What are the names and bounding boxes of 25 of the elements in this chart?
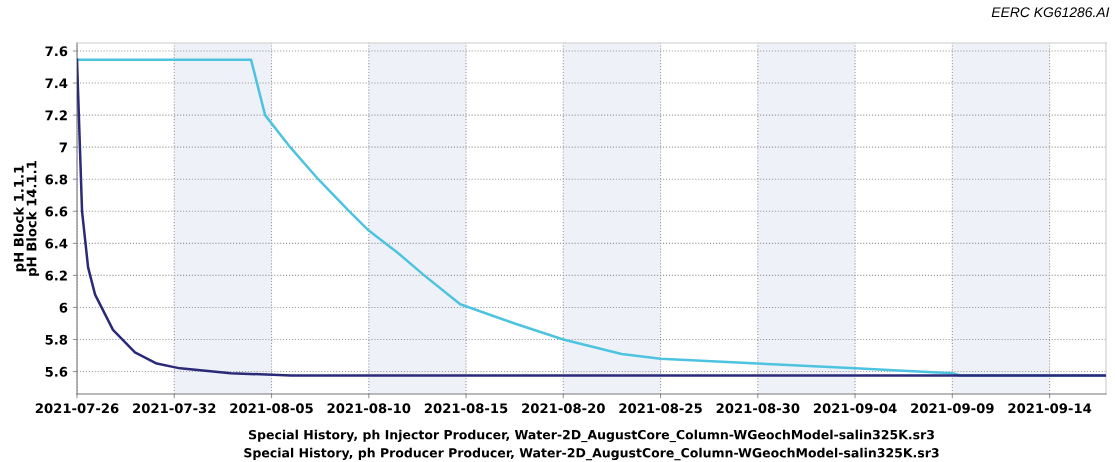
x-axis-title: Special History, ph Injector Producer, Water-2D_AugustCore_Column-WGeochModel-salin325K.sr3 Special History, ph Producer Producer, Water-2D_AugustCore_Column-WGeochModel-salin325K.sr3 <box>244 429 939 461</box>
y-tick-label: 6.8 <box>45 174 68 185</box>
y-axis-title: pH Block 1.1.1 pH Block 14.1.1 <box>13 161 40 276</box>
x-tick-label: 2021-08-25 <box>619 403 702 414</box>
y-tick-label: 7.2 <box>45 110 67 121</box>
text: EERC KG61286.AI <box>991 7 1110 18</box>
y-tick-label: 7 <box>59 142 67 153</box>
x-tick-label: 2021-09-09 <box>911 403 994 414</box>
x-tick-label: 2021-08-10 <box>327 403 411 414</box>
y-tick-label: 6.6 <box>45 206 68 217</box>
x-tick-label: 2021-09-04 <box>813 403 897 414</box>
y-tick-label: 6.2 <box>45 270 67 281</box>
x-tick-label: 2021-07-26 <box>35 403 119 414</box>
y-tick-label: 7.4 <box>45 78 68 89</box>
x-tick-label: 2021-08-20 <box>522 403 605 414</box>
x-tick-label: 2021-08-05 <box>230 403 313 414</box>
x-tick-label: 2021-08-15 <box>424 403 508 414</box>
y-tick-label: 5.8 <box>45 334 68 345</box>
y-tick-label: 5.6 <box>45 366 68 377</box>
x-tick-label: 2021-09-14 <box>1008 403 1092 414</box>
x-tick-label: 2021-08-30 <box>716 403 800 414</box>
x-tick-label: 2021-07-32 <box>133 403 216 414</box>
y-tick-label: 7.6 <box>45 46 68 57</box>
y-tick-label: 6.4 <box>45 238 68 249</box>
y-tick-label: 6 <box>59 302 68 313</box>
